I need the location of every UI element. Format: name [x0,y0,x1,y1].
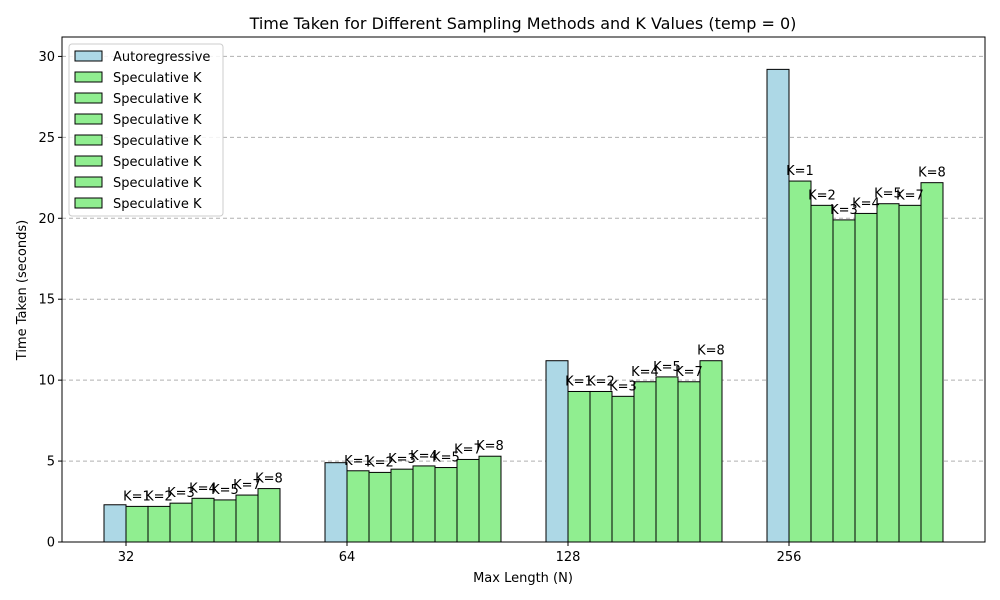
x-tick-label: 128 [556,550,581,565]
bar [766,68,790,543]
bar [412,465,436,543]
plot-frame [61,36,986,543]
bar [655,376,679,543]
bar-label: K=4 [189,481,217,496]
bar [854,212,878,543]
legend-entry: Speculative K [113,155,202,170]
bar [456,458,480,543]
bar [390,468,414,543]
bar-label: K=8 [697,344,725,359]
bar-label: K=2 [587,374,615,389]
legend-entry: Speculative K [113,134,202,149]
bar [567,390,591,543]
bar-label: K=1 [565,374,593,389]
bar [677,381,701,543]
x-tick-label: 64 [339,550,356,565]
bar [920,182,944,543]
legend-entry: Speculative K [113,113,202,128]
bar-label: K=1 [786,164,814,179]
legend-swatch [74,71,103,83]
bar [434,467,458,543]
legend-swatch [74,113,103,125]
bar [810,204,834,543]
bar [235,494,259,543]
bar [213,499,237,543]
bar [478,455,502,543]
bar [788,180,812,543]
bar-label: K=2 [808,188,836,203]
bar-label: K=1 [344,454,372,469]
legend: Autoregressive Speculative K Speculative K… [68,43,224,217]
bar [898,204,922,543]
y-tick-label: 5 [47,455,55,470]
bar-label: K=4 [631,365,659,380]
legend-swatch [74,134,103,146]
bar [876,203,900,543]
bar-label: K=4 [852,196,880,211]
y-tick-label: 10 [38,374,55,389]
bar [169,502,193,543]
bar [699,360,723,543]
bar-label: K=5 [874,187,902,202]
bar [346,470,370,543]
y-tick-label: 20 [38,212,55,227]
y-tick-label: 15 [38,293,55,308]
bar-label: K=3 [167,486,195,501]
y-tick-label: 30 [38,50,55,65]
bar-label: K=3 [830,203,858,218]
x-axis: 32 64 128 256 [118,542,802,565]
bar [125,505,149,543]
legend-entry: Speculative K [113,71,202,86]
y-tick-label: 0 [47,536,55,551]
bar [633,381,657,543]
legend-entry: Autoregressive [113,50,210,65]
bars [103,68,944,543]
bar [611,395,635,543]
x-axis-title: Max Length (N) [473,571,573,586]
bar-label: K=7 [896,188,924,203]
bar-label: K=2 [145,489,173,504]
bar [257,488,281,543]
bar-label: K=8 [918,166,946,181]
y-axis: 0 5 10 15 20 25 30 [38,50,62,551]
bar-label: K=8 [255,472,283,487]
bar [147,505,171,543]
bar [589,390,613,543]
bar-label: K=3 [388,452,416,467]
bar [103,504,127,543]
y-axis-title: Time Taken (seconds) [15,220,30,361]
bar-label: K=2 [366,455,394,470]
chart-title: Time Taken for Different Sampling Method… [249,14,797,33]
bar-label: K=7 [454,442,482,457]
legend-swatch [74,155,103,167]
x-tick-label: 32 [118,550,135,565]
legend-swatch [74,176,103,188]
bar-label: K=7 [675,365,703,380]
bar-label: K=5 [211,483,239,498]
legend-entry: Speculative K [113,176,202,191]
legend-frame [68,43,224,217]
bar [832,219,856,543]
bar-label: K=5 [432,451,460,466]
bar-label: K=3 [609,379,637,394]
bar-labels: K=1K=1K=1K=1K=2K=2K=2K=2K=3K=3K=3K=3K=4K… [123,164,946,504]
bar-label: K=1 [123,489,151,504]
legend-swatch [74,50,103,62]
bar [368,471,392,543]
legend-swatch [74,92,103,104]
bar-label: K=7 [233,478,261,493]
y-tick-label: 25 [38,131,55,146]
legend-entry: Speculative K [113,92,202,107]
bar-label: K=5 [653,360,681,375]
legend-entry: Speculative K [113,197,202,212]
bar [324,462,348,543]
bar-label: K=8 [476,439,504,454]
bar [191,497,215,543]
legend-swatch [74,197,103,209]
bar-label: K=4 [410,449,438,464]
x-tick-label: 256 [777,550,802,565]
